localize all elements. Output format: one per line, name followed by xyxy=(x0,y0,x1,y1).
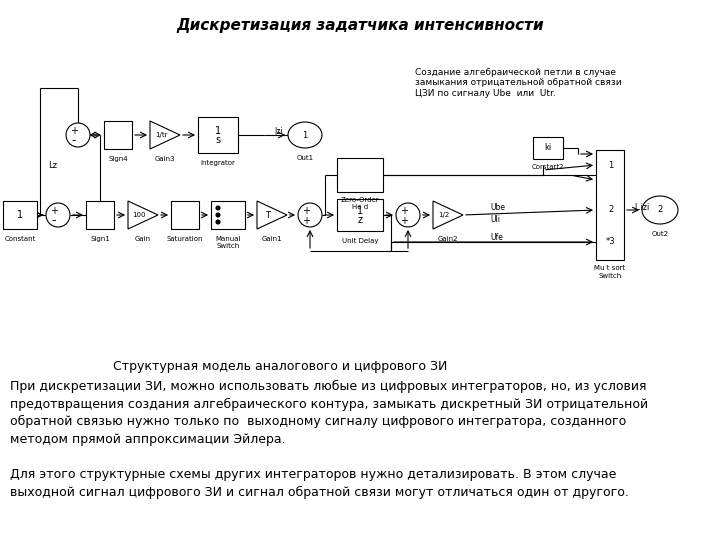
Text: Jzi: Jzi xyxy=(274,127,283,137)
Text: Unit Delay: Unit Delay xyxy=(342,238,378,244)
Polygon shape xyxy=(433,201,463,229)
Text: -: - xyxy=(52,214,56,227)
Text: Saturation: Saturation xyxy=(167,236,203,242)
Bar xyxy=(533,137,563,159)
Text: +: + xyxy=(400,216,408,226)
Text: *3: *3 xyxy=(606,238,616,246)
Polygon shape xyxy=(150,121,180,149)
Text: Дискретизация задатчика интенсивности: Дискретизация задатчика интенсивности xyxy=(176,18,544,33)
Text: Ufe: Ufe xyxy=(490,233,503,241)
Polygon shape xyxy=(128,201,158,229)
Text: Out2: Out2 xyxy=(652,231,668,237)
Text: -: - xyxy=(72,134,76,147)
Text: Gain2: Gain2 xyxy=(438,236,458,242)
Bar xyxy=(3,201,37,229)
Circle shape xyxy=(216,220,220,224)
Circle shape xyxy=(396,203,420,227)
Text: Ube: Ube xyxy=(490,202,505,212)
Text: Gain3: Gain3 xyxy=(155,156,175,162)
Text: Manual
Switch: Manual Switch xyxy=(215,236,240,249)
Circle shape xyxy=(216,213,220,217)
Ellipse shape xyxy=(642,196,678,224)
Text: Zero-Order: Zero-Order xyxy=(341,197,379,203)
Text: T: T xyxy=(266,211,271,219)
Text: 100: 100 xyxy=(132,212,145,218)
Text: 2: 2 xyxy=(608,206,613,214)
Text: +: + xyxy=(302,206,310,216)
Text: 1/2: 1/2 xyxy=(438,212,449,218)
Bar xyxy=(596,150,624,260)
Text: +: + xyxy=(70,126,78,136)
Text: 1: 1 xyxy=(215,126,221,136)
Bar xyxy=(104,121,132,149)
Text: 1: 1 xyxy=(357,206,363,216)
Text: Gain: Gain xyxy=(135,236,151,242)
Text: L.izi: L.izi xyxy=(634,202,649,212)
Text: z: z xyxy=(358,215,362,225)
Text: Для этого структурные схемы других интеграторов нужно детализировать. В этом слу: Для этого структурные схемы других интег… xyxy=(10,468,629,498)
Text: Corstart2: Corstart2 xyxy=(532,164,564,170)
Text: +: + xyxy=(400,206,408,216)
Bar xyxy=(86,201,114,229)
Text: 1/tr: 1/tr xyxy=(155,132,167,138)
Ellipse shape xyxy=(288,122,322,148)
Bar xyxy=(198,117,238,153)
Text: Integrator: Integrator xyxy=(201,160,235,166)
Text: 1: 1 xyxy=(302,131,307,139)
Text: Gain1: Gain1 xyxy=(261,236,282,242)
Text: При дискретизации ЗИ, можно использовать любые из цифровых интеграторов, но, из : При дискретизации ЗИ, можно использовать… xyxy=(10,380,648,446)
Bar xyxy=(337,158,383,192)
Text: Lz: Lz xyxy=(48,160,57,170)
Text: Создание алгебраической петли в случае
замыкания отрицательной обратной связи
ЦЗ: Создание алгебраической петли в случае з… xyxy=(415,68,621,98)
Bar xyxy=(337,199,383,231)
Text: 2: 2 xyxy=(657,206,662,214)
Text: +: + xyxy=(302,216,310,226)
Text: Структурная модель аналогового и цифрового ЗИ: Структурная модель аналогового и цифрово… xyxy=(113,360,447,373)
Text: Constant: Constant xyxy=(4,236,36,242)
Circle shape xyxy=(66,123,90,147)
Circle shape xyxy=(216,206,220,210)
Circle shape xyxy=(298,203,322,227)
Text: Ho d: Ho d xyxy=(352,204,368,210)
Text: Mu t sort: Mu t sort xyxy=(595,265,626,271)
Text: Sign4: Sign4 xyxy=(108,156,128,162)
Text: Switch: Switch xyxy=(598,273,621,279)
Text: Out1: Out1 xyxy=(297,155,314,161)
Text: ki: ki xyxy=(544,144,552,152)
Text: Sign1: Sign1 xyxy=(90,236,110,242)
Text: Uli: Uli xyxy=(490,215,500,225)
Bar xyxy=(171,201,199,229)
Text: 1: 1 xyxy=(608,160,613,170)
Text: 1: 1 xyxy=(17,210,23,220)
Polygon shape xyxy=(257,201,287,229)
Circle shape xyxy=(46,203,70,227)
Bar xyxy=(211,201,245,229)
Text: +: + xyxy=(50,206,58,216)
Text: s: s xyxy=(215,135,220,145)
